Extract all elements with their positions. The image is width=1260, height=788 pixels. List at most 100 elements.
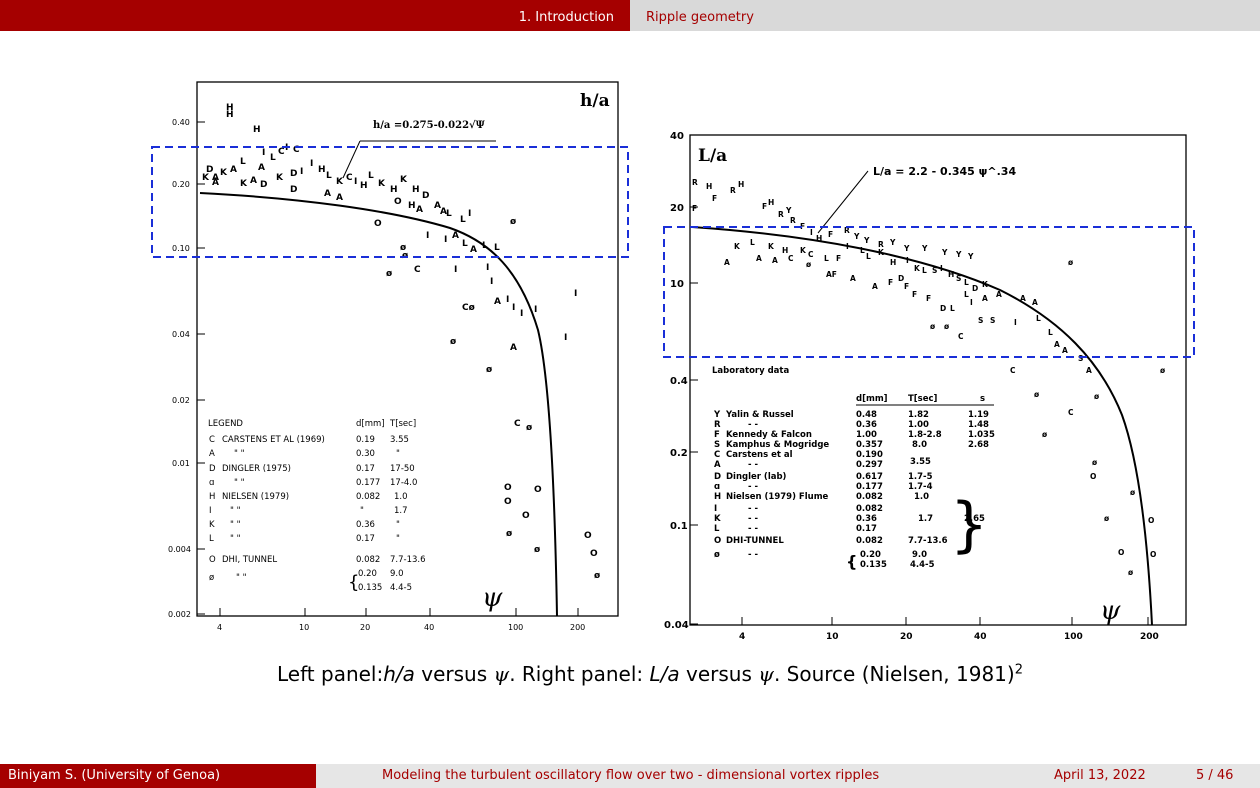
- plot-text: R: [730, 186, 736, 195]
- plot-text: K: [914, 264, 921, 273]
- left-plot-figure: h/a h/a =0.275-0.022√Ψ 0.40 0.20 0.10 0.…: [150, 80, 630, 640]
- plot-text: 1.0: [914, 492, 929, 502]
- plot-text: DINGLER (1975): [222, 464, 291, 474]
- caption-source: . Source (Nielsen, 1981): [773, 662, 1015, 686]
- plot-text: ø: [526, 423, 532, 433]
- plot-text: 1.00: [908, 420, 929, 430]
- plot-text: 9.0: [390, 569, 404, 579]
- plot-text: 4.4-5: [390, 583, 412, 593]
- caption-text: versus: [414, 662, 494, 686]
- plot-text: L: [922, 266, 927, 275]
- right-ytick-label: 0.1: [670, 521, 688, 532]
- plot-text: D: [260, 180, 267, 190]
- right-xticks: 4 10 20 40 100 200: [739, 617, 1159, 642]
- plot-text: S: [714, 440, 720, 450]
- plot-text: S: [978, 316, 983, 325]
- plot-text: C: [958, 332, 964, 341]
- plot-text: ": [360, 506, 364, 516]
- plot-text: K: [734, 242, 741, 251]
- plot-text: H: [412, 185, 420, 195]
- plot-text: R: [844, 226, 850, 235]
- plot-text: CARSTENS ET AL (1969): [222, 435, 325, 445]
- footer-author[interactable]: Biniyam S. (University of Genoa): [8, 768, 221, 783]
- plot-text: Y: [955, 250, 962, 259]
- plot-text: - -: [748, 482, 758, 492]
- plot-text: L: [964, 290, 969, 299]
- plot-text: 0.190: [856, 450, 883, 460]
- plot-text: " ": [234, 449, 245, 459]
- plot-text: ø: [209, 573, 214, 583]
- plot-text: O: [394, 197, 402, 207]
- left-highlight-box: [151, 146, 629, 258]
- plot-text: 0.297: [856, 460, 883, 470]
- plot-text: S: [990, 316, 995, 325]
- plot-text: 0.20: [860, 550, 881, 560]
- plot-text: 1.7-4: [908, 482, 933, 492]
- plot-text: L: [494, 243, 500, 253]
- plot-text: ø: [1034, 390, 1039, 399]
- right-xtick-label: 200: [1140, 632, 1159, 642]
- plot-text: 1.00: [856, 430, 877, 440]
- footer-title[interactable]: Modeling the turbulent oscillatory flow …: [382, 768, 880, 783]
- plot-text: Y: [921, 244, 928, 253]
- nav-section-introduction[interactable]: 1. Introduction: [518, 10, 614, 25]
- footer-page-number[interactable]: 5 / 46: [1196, 768, 1234, 783]
- plot-text: I: [520, 309, 523, 319]
- plot-text: R: [778, 210, 784, 219]
- plot-text: 0.177: [856, 482, 883, 492]
- footer-date[interactable]: April 13, 2022: [1054, 768, 1146, 783]
- plot-text: Kennedy & Falcon: [726, 430, 812, 440]
- plot-text: ø: [1160, 366, 1165, 375]
- plot-text: L: [950, 304, 955, 313]
- plot-text: A: [756, 254, 762, 263]
- plot-text: L: [446, 209, 452, 219]
- plot-text: A: [724, 258, 730, 267]
- right-ytick-label: 10: [670, 279, 684, 290]
- plot-text: I: [310, 159, 313, 169]
- left-ytick-label: 0.10: [172, 244, 190, 253]
- plot-text: I: [810, 228, 813, 237]
- plot-text: D: [940, 304, 946, 313]
- plot-text: A: [470, 245, 477, 255]
- plot-text: D: [290, 169, 297, 179]
- top-navigation-left: [0, 0, 630, 31]
- caption-footnote-marker[interactable]: 2: [1014, 662, 1023, 678]
- right-fit-curve: [691, 226, 1153, 626]
- plot-text: L: [860, 246, 865, 255]
- left-ytick-label: 0.004: [168, 545, 191, 554]
- right-plot-xlabel-psi: ψ: [1100, 596, 1121, 626]
- plot-text: A: [850, 274, 856, 283]
- plot-text: C: [1010, 366, 1016, 375]
- plot-text: K: [202, 173, 210, 183]
- plot-text: Dingler (lab): [726, 472, 787, 482]
- plot-text: ø: [386, 269, 392, 279]
- plot-text: D: [209, 464, 216, 474]
- plot-text: Cø: [462, 303, 475, 313]
- plot-text: A: [212, 178, 219, 188]
- nav-subsection-ripple-geometry[interactable]: Ripple geometry: [646, 10, 754, 25]
- right-ytick-label-hidden: 4: [670, 287, 671, 289]
- plot-text: ø: [806, 260, 811, 269]
- plot-text: 0.135: [358, 583, 382, 593]
- plot-text: 0.36: [356, 520, 375, 530]
- plot-text: ø: [506, 529, 512, 539]
- plot-text: F: [912, 290, 917, 299]
- right-legend: Laboratory data d[mm] T[sec] s Y Yalin & …: [712, 366, 995, 571]
- plot-text: Y: [903, 244, 910, 253]
- plot-text: 0.082: [856, 536, 883, 546]
- plot-text: " ": [234, 478, 245, 488]
- plot-text: C: [278, 147, 285, 157]
- caption-psi: ψ: [758, 662, 774, 686]
- plot-text: D: [290, 185, 297, 195]
- plot-text: C: [1068, 408, 1074, 417]
- right-plot-formula: L/a = 2.2 - 0.345 ψ^.34: [873, 165, 1016, 178]
- plot-text: " ": [230, 506, 241, 516]
- left-plot-ylabel: h/a: [580, 91, 610, 111]
- right-ytick-label: 20: [670, 203, 684, 214]
- plot-text: Y: [785, 206, 792, 215]
- plot-text: A: [510, 343, 517, 353]
- plot-text: C: [209, 435, 215, 445]
- plot-text: 0.082: [856, 504, 883, 514]
- plot-text: 0.082: [356, 492, 380, 502]
